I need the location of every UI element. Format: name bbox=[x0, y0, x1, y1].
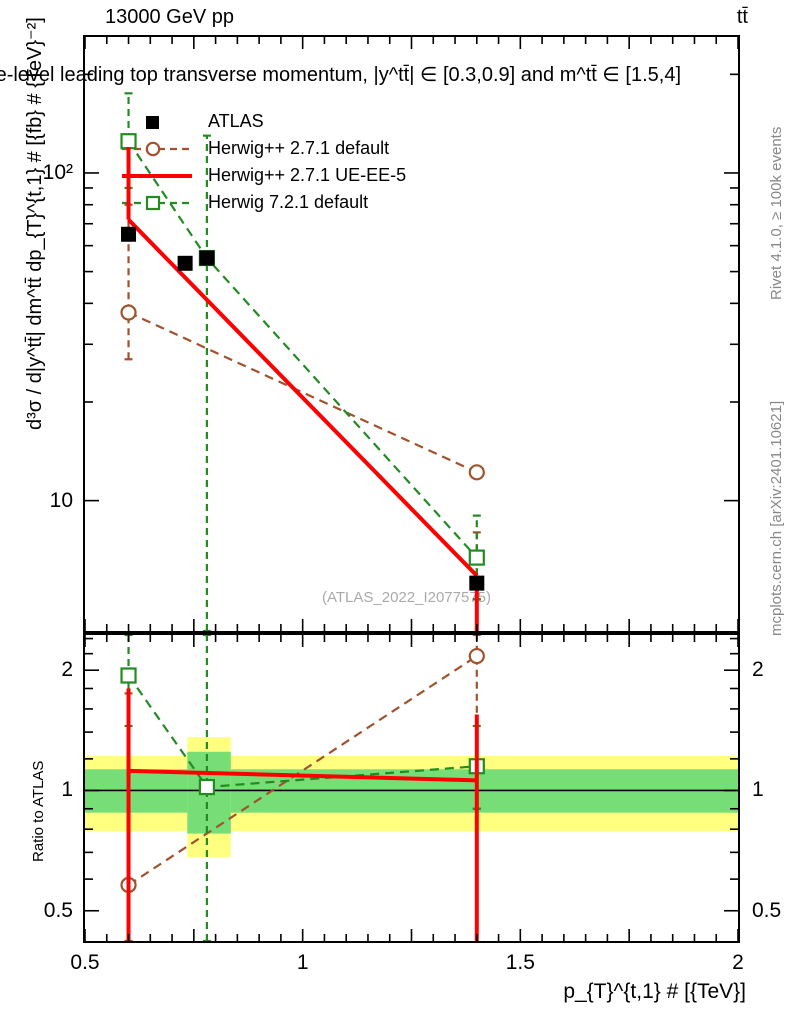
legend-key-atlas bbox=[120, 111, 196, 133]
beam-energy-label: 13000 GeV pp bbox=[105, 6, 234, 28]
analysis-id-watermark: (ATLAS_2022_I2077575) bbox=[322, 589, 492, 606]
main-marker-atlas-3[interactable] bbox=[469, 575, 485, 591]
legend-key-herwigpp-default bbox=[120, 138, 196, 160]
ratio-marker-herwig721-0[interactable] bbox=[120, 667, 137, 684]
legend-item-herwigpp-ueee5[interactable]: Herwig++ 2.7.1 UE-EE-5 bbox=[120, 162, 406, 189]
legend-key-herwig721 bbox=[120, 192, 196, 214]
legend-label-herwigpp-default: Herwig++ 2.7.1 default bbox=[208, 138, 390, 158]
main-line-herwigpp-default bbox=[128, 311, 478, 474]
x-axis-label: p_{T}^{t,1} # [{TeV}] bbox=[563, 980, 746, 1003]
main-ytick-label-100: 10² bbox=[42, 160, 73, 184]
main-marker-herwig721-0[interactable] bbox=[120, 133, 137, 150]
main-line-herwigpp-ueee5 bbox=[127, 218, 479, 578]
legend-label-herwig721: Herwig 7.2.1 default bbox=[208, 192, 369, 212]
ratio-ytick-label-left-2: 0.5 bbox=[43, 898, 73, 922]
legend-key-herwigpp-ueee5 bbox=[120, 165, 196, 187]
ratio-line-herwigpp-default bbox=[127, 655, 478, 886]
legend-label-herwigpp-ueee5: Herwig++ 2.7.1 UE-EE-5 bbox=[208, 165, 407, 185]
ratio-ytick-label-left-1: 1 bbox=[61, 778, 73, 802]
main-marker-atlas-2[interactable] bbox=[199, 250, 215, 266]
xtick-label-2: 1.5 bbox=[505, 951, 535, 974]
main-marker-atlas-0[interactable] bbox=[121, 226, 137, 242]
main-marker-herwig721-2[interactable] bbox=[468, 549, 485, 566]
main-marker-herwigpp-default-0[interactable] bbox=[120, 304, 137, 321]
legend-item-herwig721[interactable]: Herwig 7.2.1 default bbox=[120, 189, 406, 216]
ratio-ytick-label-right-1: 1 bbox=[752, 778, 764, 802]
legend-item-herwigpp-default[interactable]: Herwig++ 2.7.1 default bbox=[120, 135, 406, 162]
main-line-herwig721 bbox=[127, 140, 478, 559]
ratio-ytick-label-right-0: 2 bbox=[752, 658, 764, 682]
main-marker-herwigpp-default-1[interactable] bbox=[468, 464, 485, 481]
ratio-marker-herwigpp-default-1[interactable] bbox=[468, 647, 485, 665]
legend: ATLAS Herwig++ 2.7.1 default Herwig++ 2.… bbox=[120, 108, 406, 216]
main-ytick-label-10: 10 bbox=[49, 488, 73, 512]
process-label: tt̄ bbox=[736, 6, 748, 28]
page-title: Particle-level leading top transverse mo… bbox=[0, 64, 681, 86]
main-plot-frame bbox=[83, 35, 740, 633]
legend-item-atlas[interactable]: ATLAS bbox=[120, 108, 406, 135]
xtick-label-1: 1 bbox=[296, 951, 309, 974]
main-marker-atlas-1[interactable] bbox=[177, 255, 193, 271]
legend-label-atlas: ATLAS bbox=[208, 111, 264, 131]
xtick-label-0: 0.5 bbox=[70, 951, 100, 974]
ratio-ytick-label-left-0: 2 bbox=[61, 658, 73, 682]
ratio-ytick-label-right-2: 0.5 bbox=[752, 898, 782, 922]
ratio-line-herwigpp-ueee5 bbox=[128, 768, 477, 783]
ratio-marker-herwig721-1[interactable] bbox=[198, 778, 215, 796]
xtick-label-3: 2 bbox=[732, 951, 744, 974]
ratio-plot-frame bbox=[83, 633, 740, 943]
